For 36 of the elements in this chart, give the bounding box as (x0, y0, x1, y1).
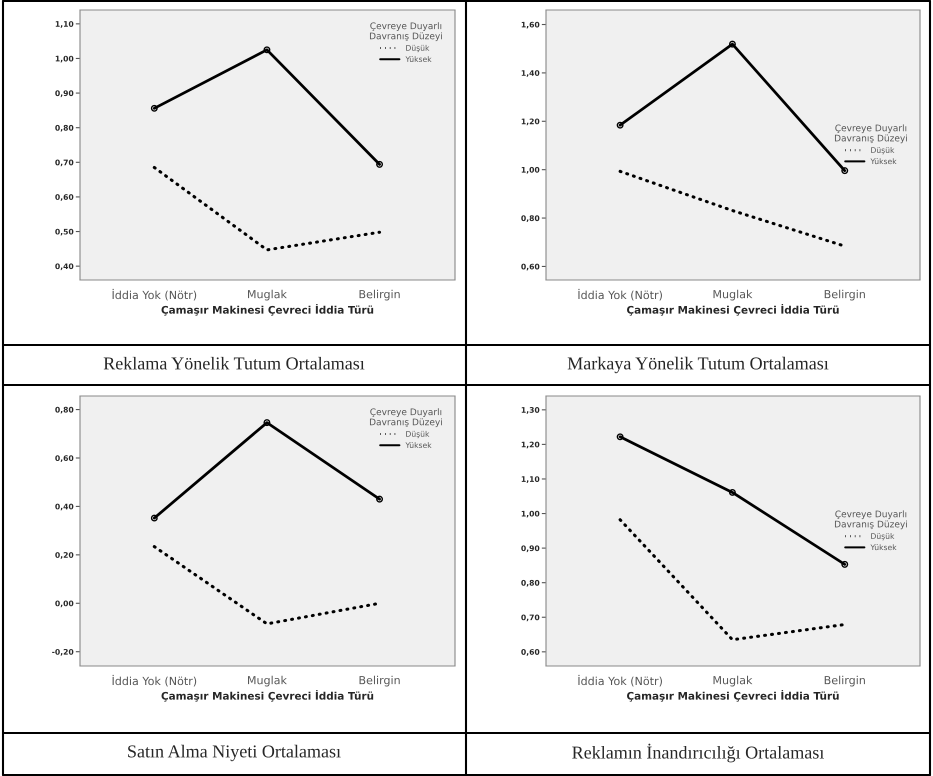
legend-title: Çevreye Duyarlı Davranış Düzeyi (834, 510, 907, 530)
point (150, 104, 158, 112)
x-tick-label: İddia Yok (Nötr) (578, 288, 662, 300)
x-tick-label: Belirgin (824, 676, 865, 686)
text: Reklamın İnandırıcılığı Ortalaması (572, 744, 824, 762)
legend-title: Çevreye Duyarlı Davranış Düzeyi (834, 124, 907, 144)
point (263, 46, 270, 54)
x-tick-label: İddia Yok (Nötr) (112, 288, 196, 300)
x-axis-title: Çamaşır Makinesi Çevreci İddia Türü (162, 304, 374, 316)
point (376, 496, 384, 503)
x-tick-label: Belirgin (824, 290, 865, 300)
point (728, 40, 736, 48)
x-axis-title: Çamaşır Makinesi Çevreci İddia Türü (627, 304, 839, 316)
x-tick-label: Muglak (714, 676, 752, 686)
x-tick-label: İddia Yok (Nötr) (578, 674, 662, 686)
x-tick-label: Muglak (248, 676, 287, 686)
legend-title: Çevreye Duyarlı Davranış Düzeyi (370, 408, 442, 428)
point (616, 122, 624, 129)
x-tick-label: Muglak (248, 290, 287, 300)
legend-title: Çevreye Duyarlı Davranış Düzeyi (370, 22, 442, 42)
text: Reklama Yönelik Tutum Ortalaması (104, 356, 364, 370)
x-axis-title: Çamaşır Makinesi Çevreci İddia Türü (162, 690, 374, 702)
x-tick-label: Muglak (714, 290, 752, 300)
x-tick-label: İddia Yok (Nötr) (112, 674, 196, 686)
point (728, 488, 736, 496)
point (841, 167, 848, 174)
point (841, 560, 848, 568)
text: Satın Alma Niyeti Ortalaması (128, 744, 341, 762)
x-tick-label: Belirgin (360, 676, 400, 686)
x-tick-label: Belirgin (360, 290, 400, 300)
point (376, 160, 384, 168)
text: Markaya Yönelik Tutum Ortalaması (568, 356, 828, 374)
x-axis-title: Çamaşır Makinesi Çevreci İddia Türü (627, 690, 839, 702)
point (616, 433, 624, 440)
point (150, 514, 158, 522)
point (263, 419, 270, 426)
